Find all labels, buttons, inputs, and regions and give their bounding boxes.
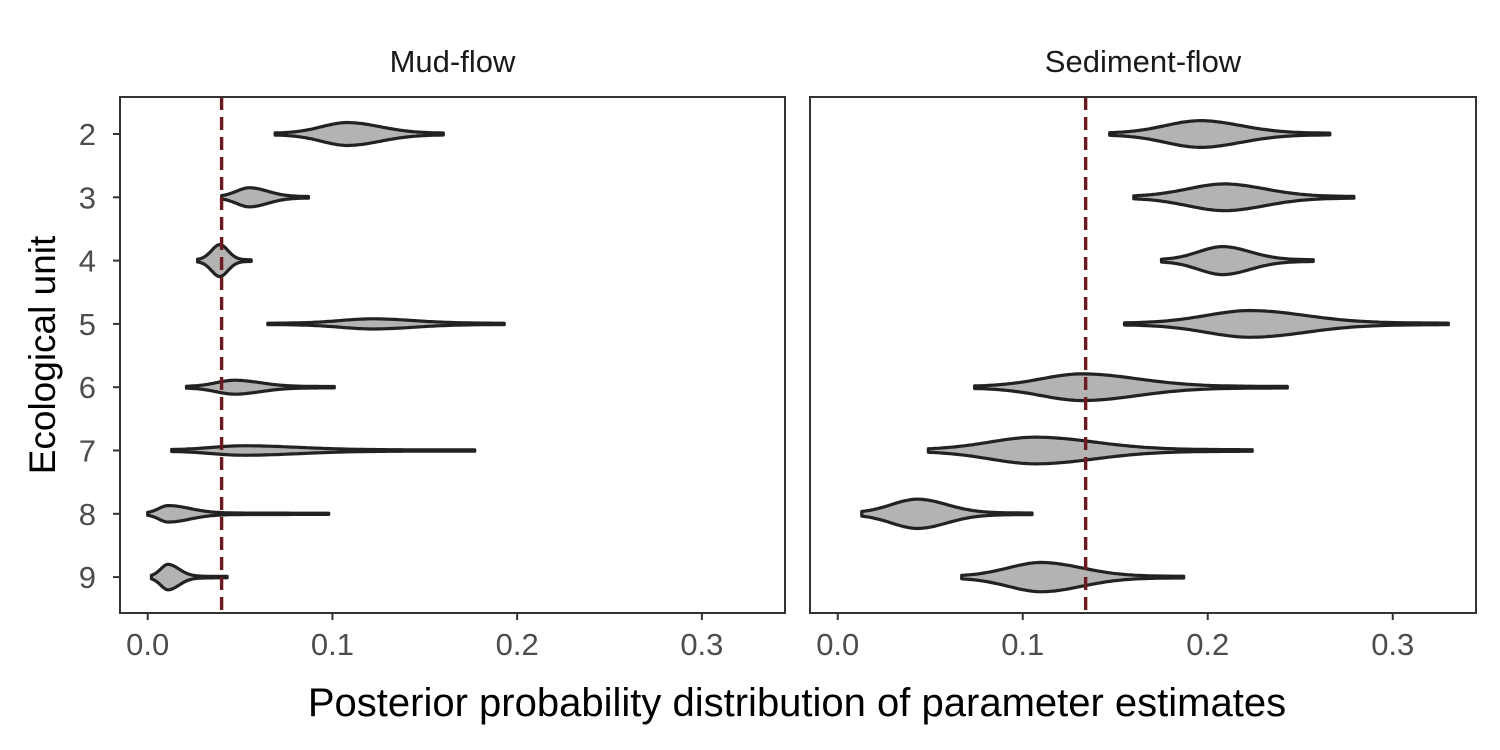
violin-unit-3 (1132, 182, 1356, 213)
y-axis: 2 3 4 5 6 7 8 9 (79, 117, 120, 595)
panel-2: Sediment-flow 0.0 0.1 0.2 0.3 (809, 44, 1477, 662)
x-tick-label: 0.1 (1001, 627, 1044, 662)
x-tick-label: 0.3 (1371, 627, 1414, 662)
violin-unit-6 (184, 378, 336, 396)
x-tick-label: 0.2 (496, 627, 539, 662)
y-tick-label: 7 (79, 434, 96, 469)
panel-title: Mud-flow (390, 44, 516, 79)
y-tick-label: 4 (79, 244, 96, 279)
violin-unit-2 (1108, 119, 1332, 149)
y-tick-label: 2 (79, 117, 96, 152)
chart-panels: Mud-flow 0.0 0.1 0.2 0.3 Sediment-flow 0.0 0.1 0… (119, 44, 1477, 662)
y-tick-label: 9 (79, 560, 96, 595)
violin-unit-5 (266, 317, 506, 331)
x-tick-label: 0.2 (1186, 627, 1229, 662)
violin-unit-5 (1122, 308, 1450, 339)
x-tick-label: 0.0 (126, 627, 169, 662)
violin-unit-9 (149, 562, 229, 592)
violin-unit-9 (960, 560, 1186, 594)
violin-unit-8 (860, 497, 1034, 531)
violin-unit-8 (146, 503, 331, 524)
y-tick-label: 5 (79, 307, 96, 342)
x-tick-label: 0.3 (680, 627, 723, 662)
y-tick-label: 6 (79, 370, 96, 405)
panel-frame (809, 96, 1477, 614)
violin-unit-7 (926, 435, 1254, 466)
violin-unit-2 (273, 120, 445, 148)
y-tick-label: 3 (79, 180, 96, 215)
violin-unit-7 (170, 444, 477, 457)
x-tick-label: 0.1 (311, 627, 354, 662)
panel-frame (119, 96, 786, 614)
x-tick-label: 0.0 (816, 627, 859, 662)
violin-unit-4 (1159, 245, 1315, 277)
x-axis-title: Posterior probability distribution of pa… (308, 681, 1286, 725)
violin-unit-6 (973, 372, 1289, 403)
y-tick-label: 8 (79, 497, 96, 532)
panel-1: Mud-flow 0.0 0.1 0.2 0.3 (119, 44, 786, 662)
panel-title: Sediment-flow (1045, 44, 1242, 79)
violin-unit-3 (220, 186, 310, 209)
violin-unit-4 (196, 243, 253, 279)
y-axis-title: Ecological unit (22, 235, 63, 474)
